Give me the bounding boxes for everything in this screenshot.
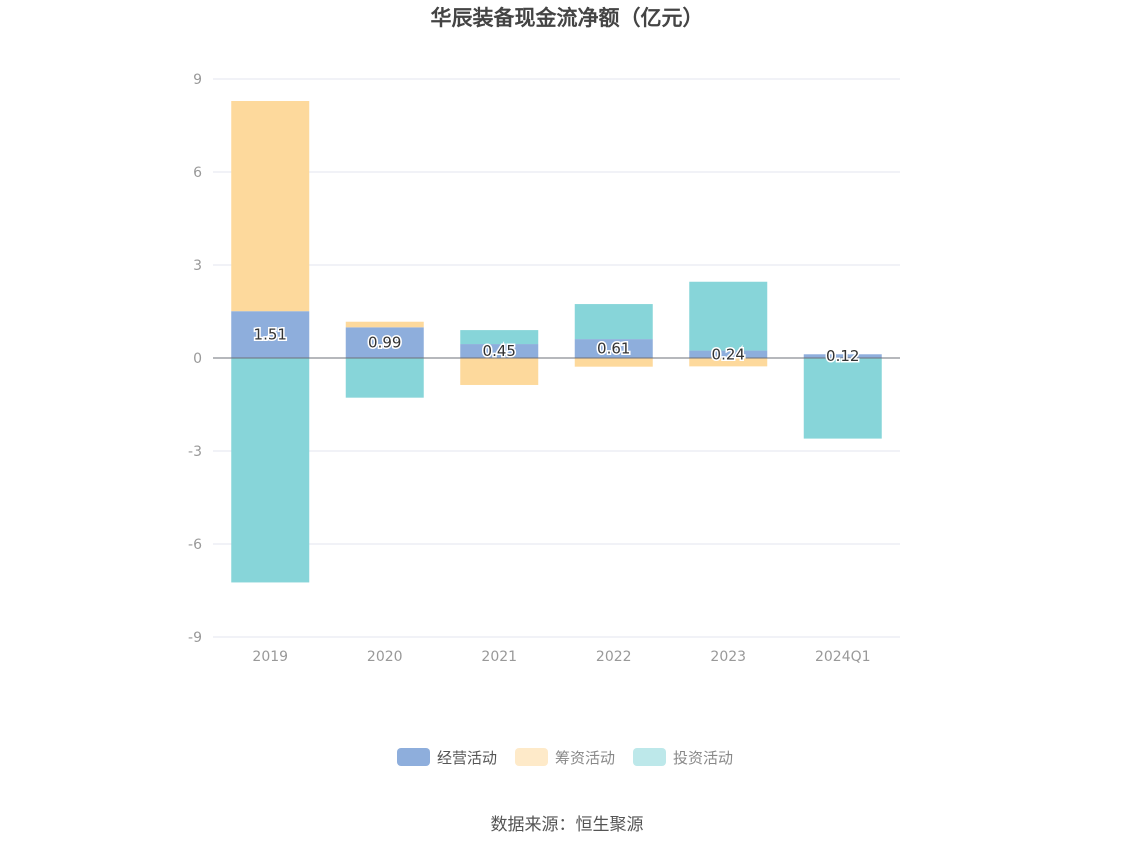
bar-segment	[689, 358, 768, 367]
bar-segment	[231, 311, 310, 358]
bar-segment	[460, 344, 539, 358]
y-tick-label: 6	[193, 165, 202, 181]
bar-segment	[345, 327, 424, 358]
bars	[231, 101, 882, 583]
x-tick-label: 2019	[252, 649, 288, 665]
bar-segment	[460, 330, 539, 345]
legend-item[interactable]: 投资活动	[633, 748, 733, 767]
bar-segment	[574, 358, 653, 367]
y-tick-label: 9	[193, 72, 202, 88]
bar-segment	[345, 358, 424, 398]
bar-segment	[574, 339, 653, 358]
bar-segment	[231, 101, 310, 312]
source-note: 数据来源：恒生聚源	[491, 815, 644, 835]
bar-segment	[460, 358, 539, 385]
bar-segment	[803, 354, 882, 358]
x-tick-label: 2023	[710, 649, 746, 665]
legend-item[interactable]: 经营活动	[397, 748, 497, 767]
data-label: 0.12	[826, 347, 859, 365]
legend-label: 筹资活动	[555, 749, 615, 767]
bar-segment	[803, 358, 882, 439]
legend[interactable]: 经营活动 筹资活动 投资活动	[397, 748, 733, 767]
data-label: 0.61	[597, 340, 630, 358]
legend-swatch	[633, 748, 666, 766]
data-label: 0.99	[368, 334, 401, 352]
bar-segment	[689, 281, 768, 351]
legend-label: 投资活动	[673, 749, 733, 767]
legend-item[interactable]: 筹资活动	[515, 748, 615, 767]
legend-swatch	[397, 748, 430, 766]
legend-swatch	[515, 748, 548, 766]
y-tick-label: 3	[193, 258, 202, 274]
bar-segment	[689, 350, 768, 358]
x-tick-label: 2024Q1	[815, 649, 871, 665]
zero-axis	[213, 357, 900, 638]
data-labels: 1.51 0.99 0.45 0.61 0.24 0.12	[252, 324, 861, 367]
chart-title: 华辰装备现金流净额（亿元）	[431, 6, 704, 30]
data-label: 0.45	[483, 342, 516, 360]
y-tick-label: -3	[188, 444, 202, 460]
y-tick-label: -6	[188, 537, 202, 553]
x-axis-ticks: 2019 2020 2021 2022 2023 2024Q1	[252, 649, 870, 665]
bar-segment	[231, 358, 310, 583]
legend-label: 经营活动	[437, 749, 497, 767]
data-label: 1.51	[254, 326, 287, 344]
bar-segment	[345, 321, 424, 328]
x-tick-label: 2021	[481, 649, 517, 665]
y-axis-ticks: 9 6 3 0 -3 -6 -9	[188, 72, 202, 646]
x-tick-label: 2022	[596, 649, 632, 665]
x-tick-label: 2020	[367, 649, 403, 665]
y-tick-label: 0	[193, 351, 202, 367]
data-label: 0.24	[712, 345, 745, 363]
y-tick-label: -9	[188, 630, 202, 646]
bar-segment	[574, 304, 653, 340]
